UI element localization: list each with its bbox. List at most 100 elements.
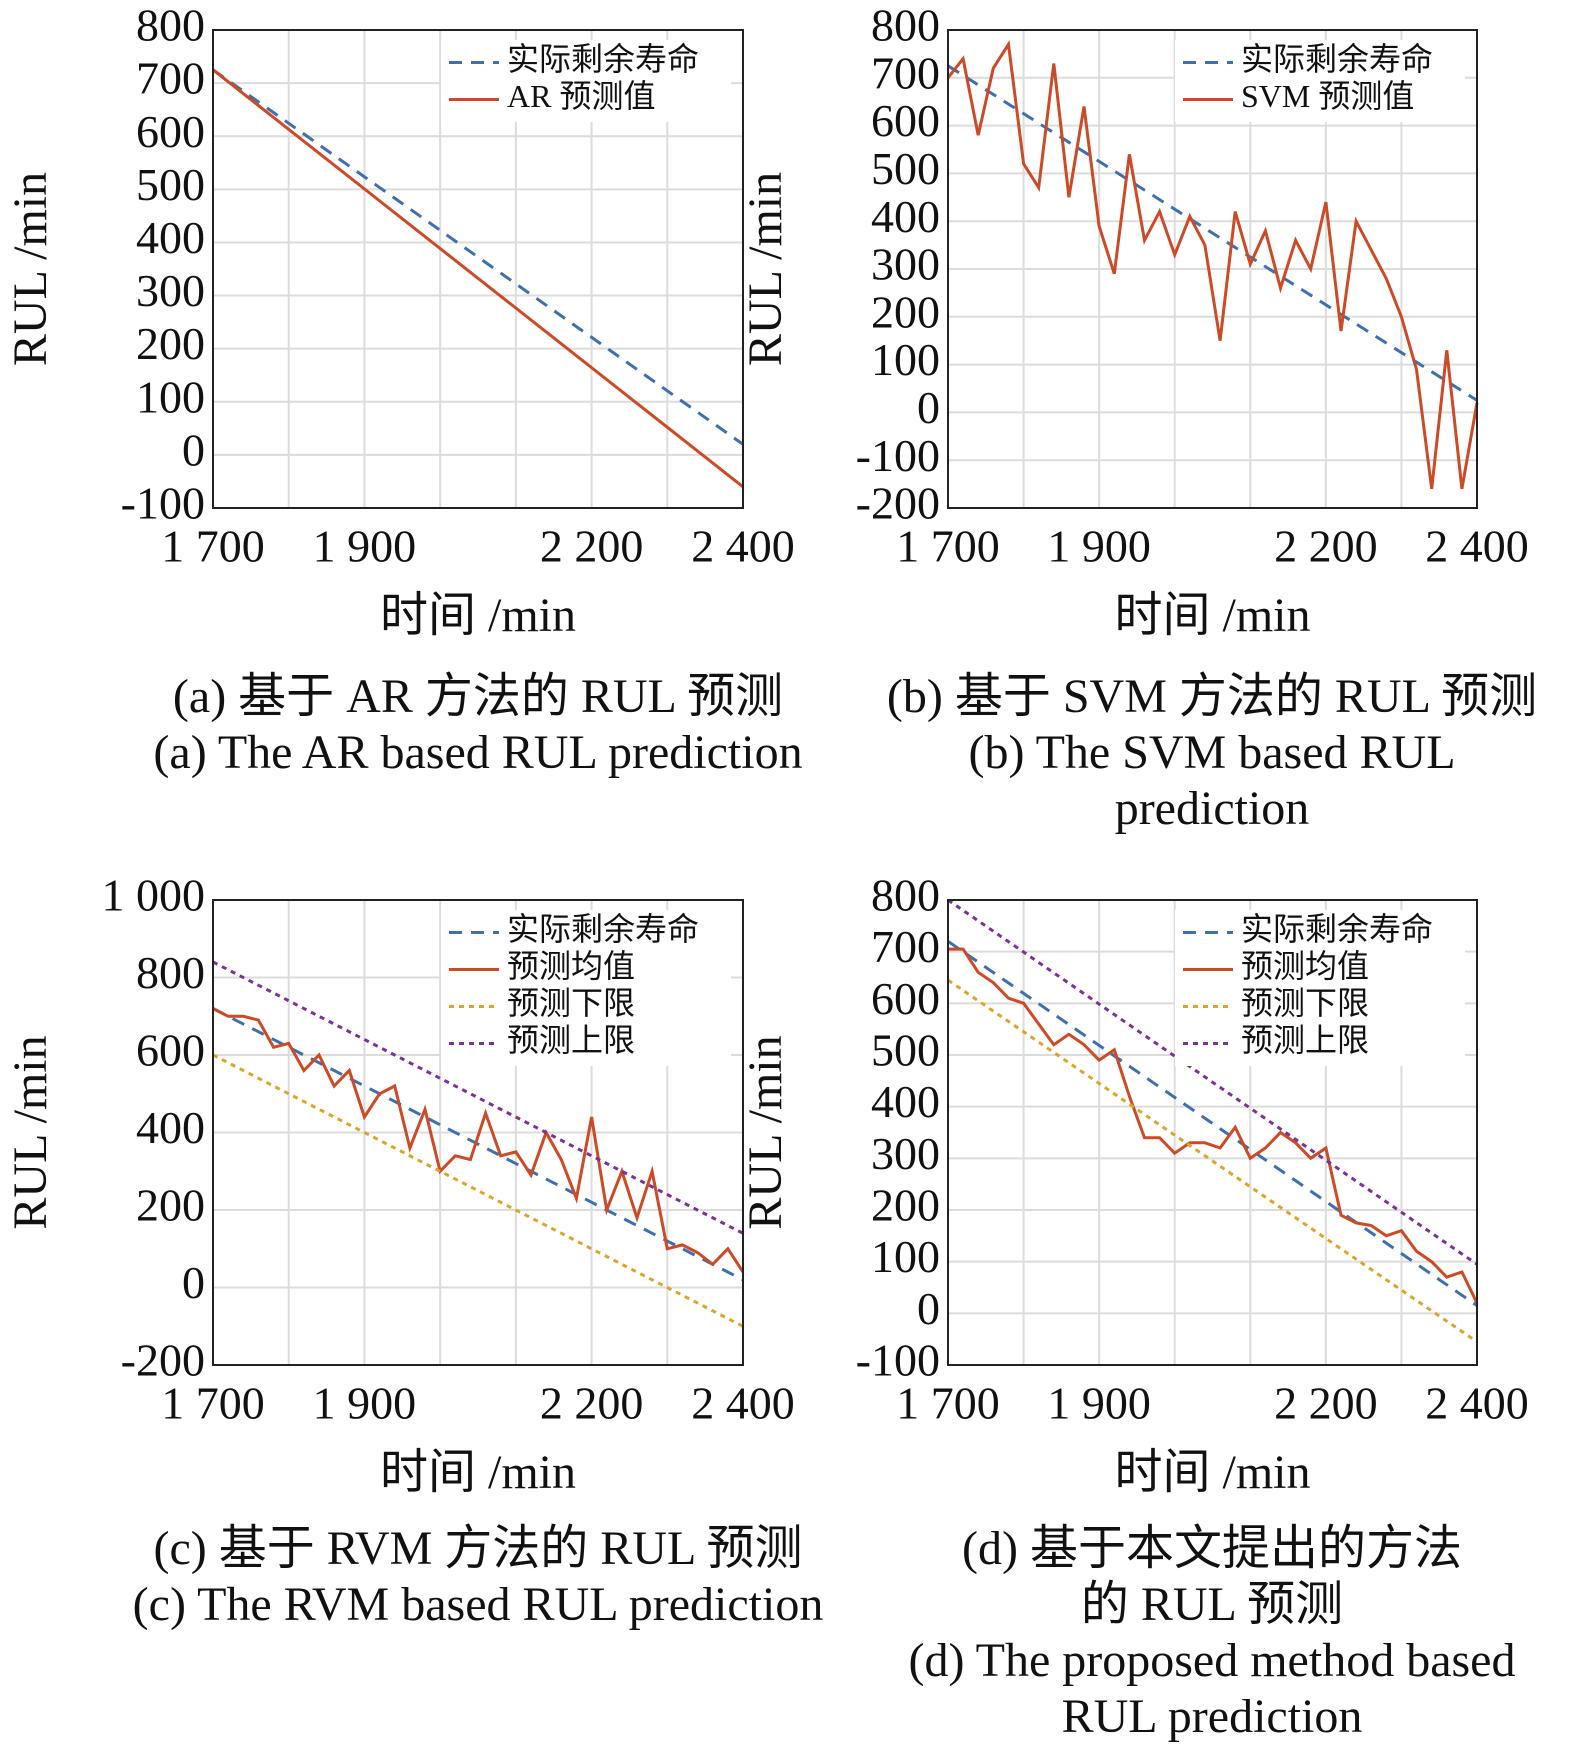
legend-label: 预测上限 [507, 1022, 635, 1058]
y-tick-label: 800 [871, 0, 940, 51]
y-tick-label: -100 [856, 430, 940, 481]
x-axis-label: 时间 /min [380, 1446, 576, 1499]
axes-frame [212, 899, 744, 1366]
x-tick-label: 2 200 [1274, 521, 1378, 572]
legend-label: 实际剩余寿命 [507, 41, 699, 77]
y-axis-label: RUL /min [739, 1035, 792, 1229]
y-tick-label: 600 [136, 1025, 205, 1076]
caption-line: (c) 基于 RVM 方法的 RUL 预测 [153, 1522, 802, 1575]
legend-box [1175, 40, 1465, 122]
legend-label: AR 预测值 [507, 78, 655, 114]
y-tick-label: -100 [856, 1335, 940, 1386]
series-line [948, 947, 1479, 1304]
caption-line: (a) 基于 AR 方法的 RUL 预测 [173, 670, 783, 723]
axes-frame [947, 29, 1478, 509]
caption-line: (b) The SVM based RUL [968, 726, 1455, 779]
axes-frame [212, 29, 744, 509]
y-tick-label: -200 [856, 478, 940, 529]
y-tick-label: 400 [136, 1102, 205, 1153]
x-tick-label: 1 700 [161, 521, 265, 572]
y-tick-label: 200 [871, 286, 940, 337]
axes-frame [947, 899, 1478, 1366]
y-tick-label: 100 [871, 334, 940, 385]
y-tick-label: 800 [136, 0, 205, 51]
y-tick-label: 400 [871, 191, 940, 242]
legend-label: 实际剩余寿命 [507, 911, 699, 947]
x-axis-label: 时间 /min [1114, 589, 1310, 642]
y-tick-label: 400 [136, 212, 205, 263]
y-tick-label: 300 [871, 1128, 940, 1179]
y-tick-label: 500 [136, 159, 205, 210]
y-tick-label: 200 [136, 1180, 205, 1231]
y-tick-label: 1 000 [102, 870, 206, 921]
x-tick-label: 2 400 [1425, 1378, 1529, 1429]
y-tick-label: 0 [182, 1257, 205, 1308]
series-line [947, 978, 1478, 1344]
legend-label: 实际剩余寿命 [1241, 41, 1433, 77]
series-line [212, 68, 744, 446]
series-line [947, 898, 1478, 1266]
y-tick-label: 500 [871, 143, 940, 194]
y-tick-label: 700 [136, 53, 205, 104]
legend-label: 预测上限 [1241, 1022, 1369, 1058]
y-tick-label: 500 [871, 1025, 940, 1076]
legend-label: SVM 预测值 [1241, 78, 1414, 114]
y-tick-label: 600 [871, 95, 940, 146]
y-tick-label: 200 [871, 1180, 940, 1231]
legend-box [441, 910, 731, 1066]
legend-box [1175, 910, 1465, 1066]
x-tick-label: 2 200 [540, 1378, 644, 1429]
series-line [212, 68, 744, 488]
legend-box [441, 40, 731, 122]
x-axis-label: 时间 /min [380, 589, 576, 642]
series-line [946, 39, 1479, 490]
legend-label: 预测均值 [507, 948, 635, 984]
legend-label: 预测下限 [1241, 985, 1369, 1021]
y-tick-label: -100 [121, 478, 205, 529]
y-tick-label: 300 [871, 239, 940, 290]
legend-label: 实际剩余寿命 [1241, 911, 1433, 947]
y-tick-label: 700 [871, 47, 940, 98]
y-tick-label: 600 [871, 973, 940, 1024]
caption-line: (b) 基于 SVM 方法的 RUL 预测 [887, 670, 1537, 723]
x-tick-label: 2 400 [691, 521, 795, 572]
caption-line: RUL prediction [1062, 1690, 1363, 1743]
x-tick-label: 1 900 [313, 1378, 417, 1429]
y-tick-label: 300 [136, 265, 205, 316]
y-tick-label: 800 [136, 947, 205, 998]
caption-line: (d) The proposed method based [909, 1634, 1516, 1687]
series-line [212, 1007, 745, 1273]
series-line [947, 64, 1478, 402]
y-tick-label: 700 [871, 921, 940, 972]
x-tick-label: 1 900 [1047, 1378, 1151, 1429]
y-tick-label: -200 [121, 1335, 205, 1386]
legend-label: 预测均值 [1241, 948, 1369, 984]
series-line [212, 1007, 744, 1282]
x-tick-label: 2 200 [1274, 1378, 1378, 1429]
caption-line: 的 RUL 预测 [1081, 1578, 1343, 1631]
x-tick-label: 2 400 [691, 1378, 795, 1429]
subplot: -200 0 200 400 600 800 1 000 1 700 1 900 2 200 2 4… [4, 870, 823, 1631]
y-tick-label: 100 [871, 1231, 940, 1282]
caption-line: prediction [1115, 782, 1310, 835]
x-axis-label: 时间 /min [1114, 1446, 1310, 1499]
y-tick-label: 0 [917, 382, 940, 433]
series-line [947, 940, 1478, 1307]
y-axis-label: RUL /min [4, 1035, 57, 1229]
x-tick-label: 2 200 [540, 521, 644, 572]
x-tick-label: 1 700 [896, 521, 1000, 572]
x-tick-label: 1 700 [896, 1378, 1000, 1429]
y-tick-label: 400 [871, 1076, 940, 1127]
caption-line: (a) The AR based RUL prediction [153, 726, 802, 779]
y-tick-label: 200 [136, 318, 205, 369]
y-axis-label: RUL /min [739, 172, 792, 366]
legend-label: 预测下限 [507, 985, 635, 1021]
x-tick-label: 1 700 [161, 1378, 265, 1429]
x-tick-label: 1 900 [1047, 521, 1151, 572]
caption-line: (d) 基于本文提出的方法 [962, 1522, 1462, 1575]
y-tick-label: 0 [182, 424, 205, 475]
